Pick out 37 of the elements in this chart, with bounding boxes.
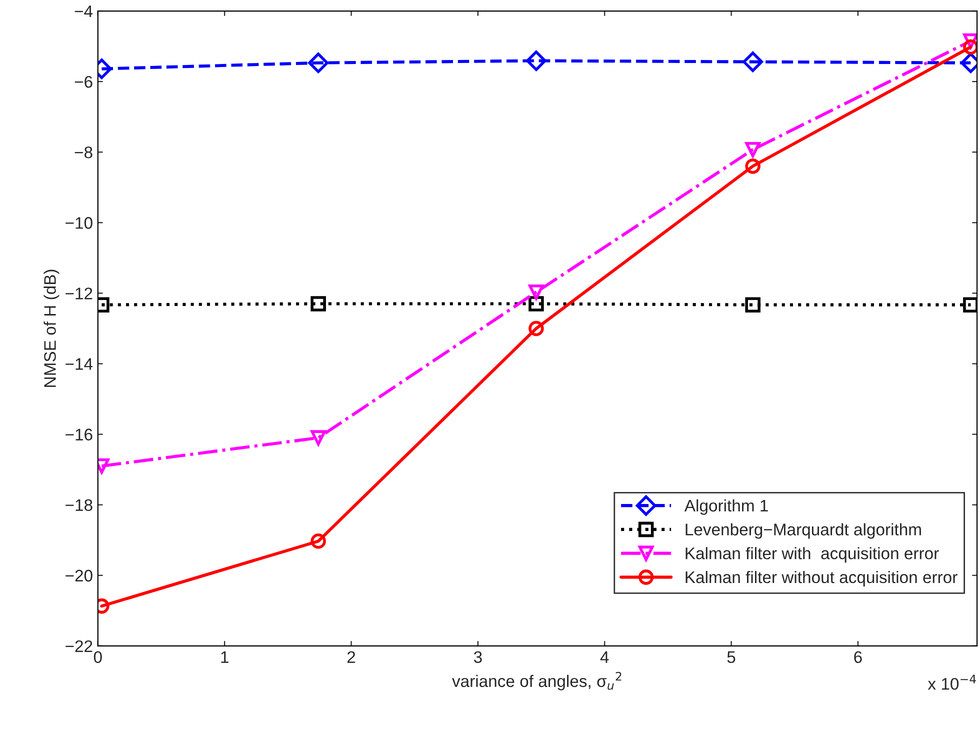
point (745, 297, 760, 312)
y-tick-label: −8 (74, 146, 92, 158)
x-tick-label: 6 (854, 651, 862, 664)
x-axis-title: variance of angles, σ$_{u}$$^{2}$ (452, 672, 622, 690)
point (310, 430, 326, 446)
legend-label: Algorithm 1 (684, 499, 768, 515)
x-tick-label: 3 (474, 651, 482, 664)
y-axis-title: NMSE of H (dB) (44, 270, 60, 387)
y-tick-label: −4 (74, 6, 93, 18)
legend-label: Kalman filter without acquisition error (686, 570, 958, 586)
x-tick-label: 2 (347, 651, 356, 663)
y-tick-label: −14 (66, 358, 93, 370)
point (528, 284, 544, 300)
y-tick-label: −16 (66, 428, 92, 440)
x-tick-label: 1 (221, 651, 228, 663)
legend-label: Kalman filter with acquisition error (686, 547, 939, 563)
point (963, 297, 978, 312)
x-tick-label: 4 (600, 651, 609, 663)
y-tick-label: −18 (66, 499, 92, 512)
point (745, 158, 760, 174)
y-tick-label: −6 (74, 76, 92, 88)
y-tick-label: −12 (66, 288, 92, 300)
point (963, 39, 978, 55)
point (310, 296, 326, 312)
point (742, 52, 764, 72)
point (308, 52, 329, 74)
point (528, 320, 544, 336)
point (310, 534, 326, 549)
point (526, 50, 546, 71)
y-tick-label: −20 (66, 570, 92, 582)
x-tick-label: 0 (94, 651, 102, 664)
legend-label: Levenberg−Marquardt algorithm (686, 523, 921, 539)
x-tick-label: 5 (727, 651, 736, 664)
point (745, 142, 760, 158)
text: x 10$^{−4}$ (928, 674, 976, 690)
y-tick-label: −22 (66, 640, 92, 652)
y-tick-label: −10 (66, 217, 92, 229)
